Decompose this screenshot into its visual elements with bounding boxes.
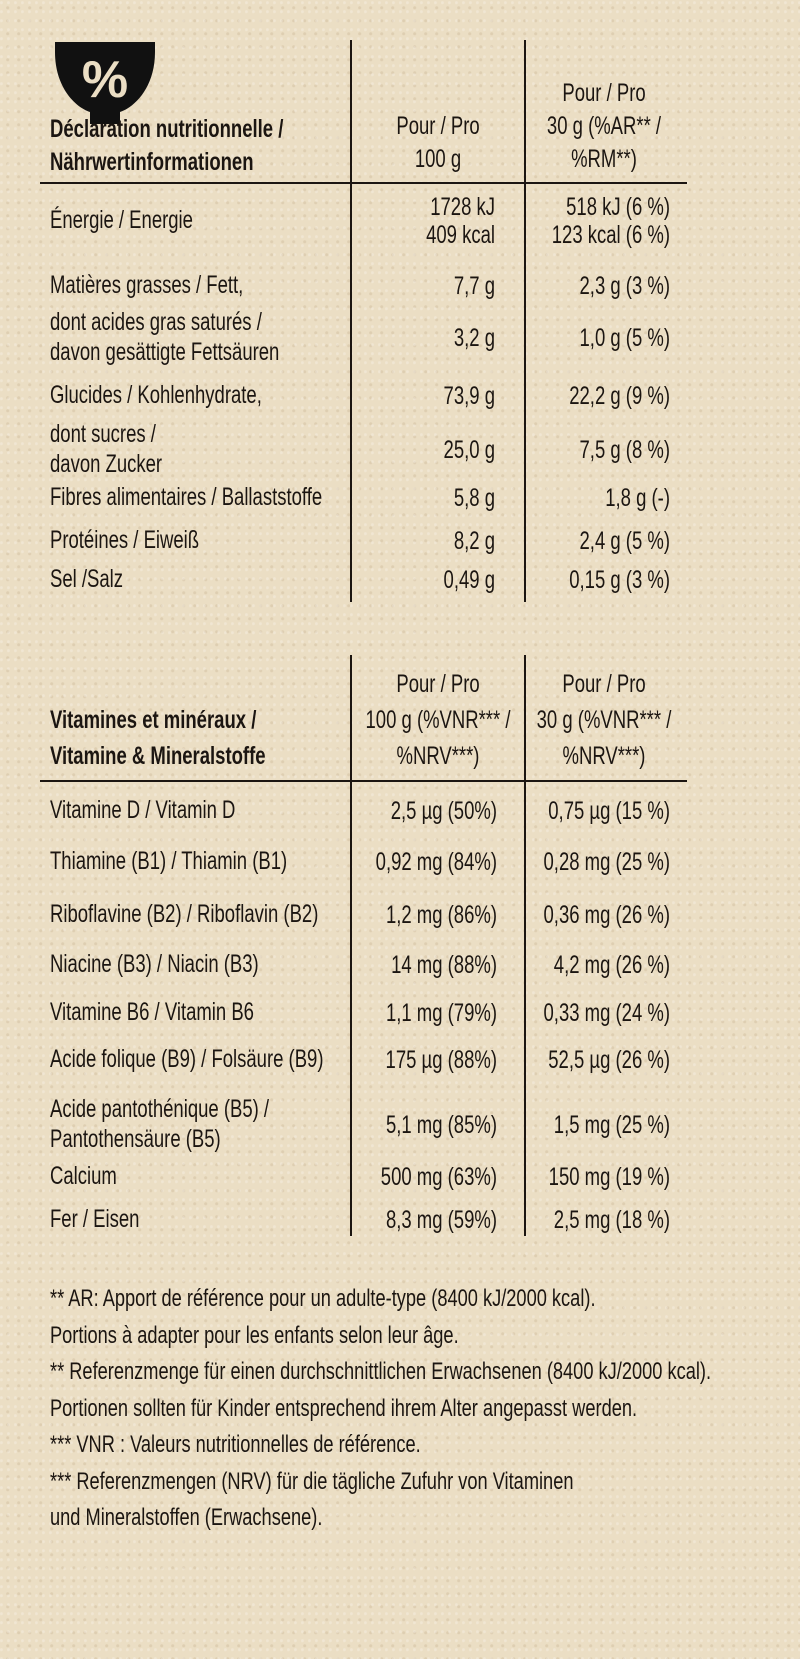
value-per-30g: 1,5 mg (25 %) (553, 1111, 670, 1139)
bowl-percent-icon: % (55, 42, 155, 124)
value-per-100g: 500 mg (63%) (380, 1163, 497, 1191)
nutrient-name: dont acides gras saturés / (50, 308, 262, 336)
value-per-100g: 3,2 g (453, 324, 495, 352)
value-per-30g: 2,4 g (5 %) (579, 527, 670, 555)
column-divider (350, 40, 352, 602)
nutrient-name: Protéines / Eiweiß (50, 526, 200, 554)
nutrient-name: Thiamine (B1) / Thiamin (B1) (50, 847, 288, 875)
column-header-per-30g: Pour / Pro (562, 79, 646, 107)
column-header-per-30g: %RM**) (571, 145, 637, 173)
column-header-per-30g: 30 g (%VNR*** / (536, 706, 672, 734)
footnote: ** AR: Apport de référence pour un adult… (50, 1285, 596, 1312)
table-header-label: Nährwertinformationen (50, 148, 254, 176)
column-header-per-100g: Pour / Pro (396, 670, 480, 698)
value-per-30g: 52,5 µg (26 %) (548, 1046, 670, 1074)
nutrient-name: Vitamine D / Vitamin D (50, 796, 236, 824)
table-header-label: Vitamines et minéraux / (50, 706, 257, 734)
nutrient-name: dont sucres / (50, 420, 156, 448)
nutrient-name: Fibres alimentaires / Ballaststoffe (50, 483, 323, 511)
value-per-30g: 518 kJ (6 %) (566, 193, 670, 221)
column-divider (350, 655, 352, 1236)
nutrient-name: Glucides / Kohlenhydrate, (50, 381, 262, 409)
footnote: Portions à adapter pour les enfants selo… (50, 1321, 459, 1349)
svg-text:%: % (82, 51, 128, 109)
column-header-per-100g: 100 g (%VNR*** / (365, 706, 511, 734)
column-header-per-100g: Pour / Pro (396, 112, 480, 140)
footnote: ** Referenzmenge für einen durchschnittl… (50, 1358, 712, 1385)
nutrient-name: Vitamine B6 / Vitamin B6 (50, 998, 254, 1026)
table-header-label: Déclaration nutritionnelle / (50, 115, 284, 143)
value-per-100g: 8,3 mg (59%) (385, 1206, 497, 1234)
column-divider (524, 40, 526, 602)
nutrient-name: Niacine (B3) / Niacin (B3) (50, 950, 259, 978)
column-header-per-100g: 100 g (414, 145, 462, 173)
value-per-30g: 1,8 g (-) (605, 484, 670, 512)
footnote: Portionen sollten für Kinder entsprechen… (50, 1394, 638, 1422)
value-per-100g: 409 kcal (426, 221, 495, 249)
value-per-100g: 73,9 g (443, 382, 495, 410)
value-per-30g: 150 mg (19 %) (548, 1163, 670, 1191)
footnote: *** VNR : Valeurs nutritionnelles de réf… (50, 1431, 421, 1458)
value-per-30g: 0,33 mg (24 %) (543, 999, 670, 1027)
column-header-per-30g: %NRV***) (562, 742, 646, 770)
nutrient-name: davon gesättigte Fettsäuren (50, 338, 280, 366)
value-per-30g: 2,3 g (3 %) (579, 272, 670, 300)
column-header-per-100g: %NRV***) (396, 742, 480, 770)
value-per-100g: 14 mg (88%) (391, 951, 497, 979)
nutrient-name: Pantothensäure (B5) (50, 1125, 221, 1153)
value-per-30g: 2,5 mg (18 %) (553, 1206, 670, 1234)
header-divider (40, 182, 687, 184)
value-per-30g: 4,2 mg (26 %) (553, 951, 670, 979)
column-header-per-30g: Pour / Pro (562, 670, 646, 698)
nutrient-name: Matières grasses / Fett, (50, 271, 244, 299)
nutrient-name: Fer / Eisen (50, 1205, 140, 1233)
nutrient-name: Sel /Salz (50, 565, 124, 593)
column-header-per-30g: 30 g (%AR** / (546, 112, 662, 140)
nutrient-name: Acide folique (B9) / Folsäure (B9) (50, 1045, 324, 1073)
value-per-100g: 7,7 g (453, 272, 495, 300)
value-per-30g: 7,5 g (8 %) (579, 436, 670, 464)
table-header-label: Vitamine & Mineralstoffe (50, 742, 266, 770)
value-per-30g: 22,2 g (9 %) (569, 382, 670, 410)
value-per-100g: 8,2 g (453, 527, 495, 555)
value-per-100g: 0,92 mg (84%) (375, 848, 497, 876)
value-per-30g: 0,36 mg (26 %) (543, 901, 670, 929)
nutrient-name: Calcium (50, 1162, 117, 1190)
value-per-30g: 123 kcal (6 %) (551, 221, 670, 249)
value-per-30g: 0,28 mg (25 %) (543, 848, 670, 876)
nutrient-name: Riboflavine (B2) / Riboflavin (B2) (50, 900, 319, 928)
value-per-30g: 1,0 g (5 %) (579, 324, 670, 352)
value-per-100g: 1728 kJ (430, 193, 495, 221)
nutrient-name: Acide pantothénique (B5) / (50, 1095, 270, 1123)
value-per-100g: 25,0 g (443, 436, 495, 464)
value-per-100g: 1,2 mg (86%) (385, 901, 497, 929)
value-per-30g: 0,15 g (3 %) (569, 566, 670, 594)
header-divider (40, 780, 687, 782)
nutrient-name: davon Zucker (50, 450, 163, 478)
value-per-100g: 175 µg (88%) (385, 1046, 497, 1074)
value-per-100g: 1,1 mg (79%) (385, 999, 497, 1027)
value-per-30g: 0,75 µg (15 %) (548, 797, 670, 825)
column-divider (524, 655, 526, 1236)
footnote: *** Referenzmengen (NRV) für die täglich… (50, 1467, 574, 1495)
value-per-100g: 0,49 g (443, 566, 495, 594)
value-per-100g: 5,1 mg (85%) (385, 1111, 497, 1139)
footnote: und Mineralstoffen (Erwachsene). (50, 1504, 323, 1531)
value-per-100g: 5,8 g (453, 484, 495, 512)
value-per-100g: 2,5 µg (50%) (390, 797, 497, 825)
nutrient-name: Énergie / Energie (50, 206, 193, 234)
